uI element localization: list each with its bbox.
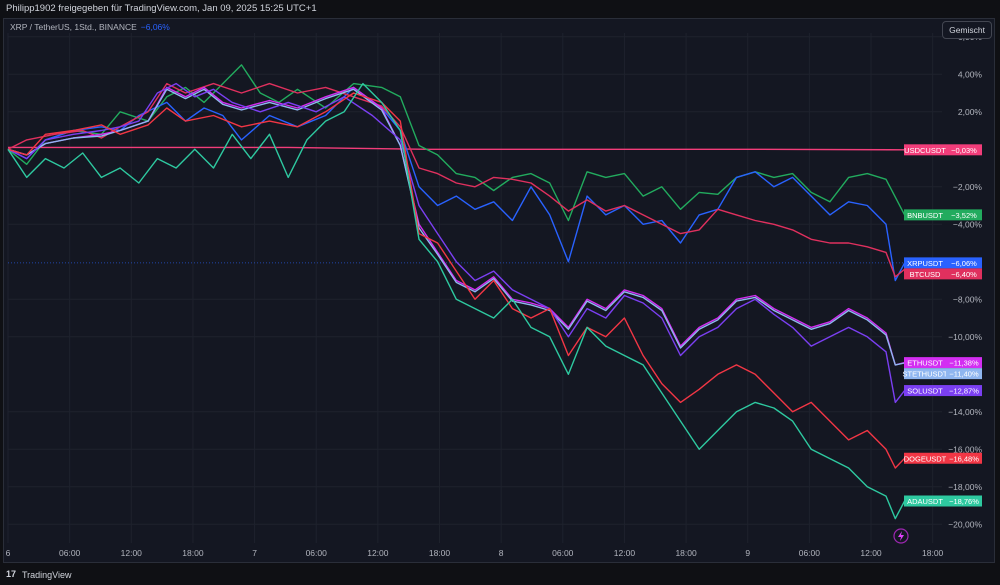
y-tick-label: −18,00% (948, 482, 982, 492)
series-name: ADAUSDT (907, 497, 943, 506)
chart-pane[interactable]: 6,00%4,00%2,00%−2,00%−4,00%−8,00%−10,00%… (3, 18, 995, 563)
series-label-bnbusdt: BNBUSDT −3,52% (904, 209, 982, 221)
share-header-text: Philipp1902 freigegeben für TradingView.… (6, 3, 317, 14)
x-tick-label: 12:00 (860, 548, 882, 558)
series-line-solusdt (7, 82, 906, 404)
x-tick-label: 18:00 (429, 548, 451, 558)
y-tick-label: −16,00% (948, 444, 982, 454)
series-labels: USDCUSDT −0,03% BNBUSDT −3,52% XRPUSDT −6,06%… (903, 144, 982, 507)
series-label-usdcusdt: USDCUSDT −0,03% (904, 144, 982, 156)
series-lines (7, 64, 906, 520)
series-value-box (946, 495, 982, 507)
x-tick-label: 7 (252, 548, 257, 558)
series-value: −11,38% (949, 359, 979, 368)
y-tick-label: −2,00% (953, 182, 983, 192)
series-value-box (946, 268, 982, 280)
x-tick-label: 18:00 (182, 548, 204, 558)
series-name-box (904, 452, 946, 464)
x-tick-label: 8 (499, 548, 504, 558)
series-line-dogeusdt (7, 92, 906, 469)
series-name-box (904, 268, 946, 280)
chart-canvas[interactable]: 6,00%4,00%2,00%−2,00%−4,00%−8,00%−10,00%… (4, 19, 994, 562)
x-tick-label: 18:00 (922, 548, 944, 558)
series-line-adausdt (7, 82, 906, 520)
y-tick-label: −14,00% (948, 407, 982, 417)
series-value: −3,52% (951, 211, 977, 220)
series-line-btcusd (7, 82, 906, 278)
series-name-box (904, 385, 946, 397)
brand-name: TradingView (22, 570, 72, 580)
symbol-title: XRP / TetherUS, 1Std., BINANCE (10, 22, 137, 32)
series-line-usdcusdt (8, 146, 905, 151)
series-name-box (904, 209, 946, 221)
series-name-box (904, 368, 946, 380)
tradingview-logo-icon: 17 (6, 569, 17, 579)
series-line-stethusdt (7, 88, 905, 366)
series-line-bnbusdt (7, 64, 906, 222)
x-tick-label: 18:00 (675, 548, 697, 558)
y-tick-label: 2,00% (958, 107, 983, 117)
series-name: XRPUSDT (907, 259, 943, 268)
series-value-box (946, 357, 982, 369)
x-tick-label: 9 (745, 548, 750, 558)
series-value-box (946, 144, 982, 156)
y-tick-label: −10,00% (948, 332, 982, 342)
series-name-box (904, 357, 946, 369)
series-value-box (946, 257, 982, 269)
x-tick-label: 6 (6, 548, 11, 558)
series-label-dogeusdt: DOGEUSDT −16,48% (904, 452, 982, 464)
series-label-xrpusdt: XRPUSDT −6,06% (904, 257, 982, 269)
series-name: BTCUSD (910, 270, 941, 279)
y-tick-label: −20,00% (948, 519, 982, 529)
series-name: SOLUSDT (907, 387, 943, 396)
share-header: Philipp1902 freigegeben für TradingView.… (0, 0, 1000, 16)
y-tick-label: 4,00% (958, 69, 983, 79)
series-value: −12,87% (949, 387, 979, 396)
series-name: BNBUSDT (907, 211, 943, 220)
x-tick-label: 12:00 (121, 548, 143, 558)
x-axis[interactable]: 6 06:00 12:00 18:00 7 06:00 12:00 18:00 8 06:00 12… (6, 548, 944, 558)
symbol-change: −6,06% (140, 22, 170, 32)
series-value: −6,06% (951, 259, 977, 268)
series-value: −18,76% (949, 497, 979, 506)
grid-lines (7, 33, 942, 543)
series-name: USDCUSDT (904, 146, 946, 155)
series-name: ETHUSDT (907, 359, 943, 368)
series-value: −16,48% (949, 454, 979, 463)
x-tick-label: 06:00 (799, 548, 821, 558)
series-name-box (904, 257, 946, 269)
series-name-box (904, 495, 946, 507)
flash-icon[interactable] (893, 528, 909, 544)
x-tick-label: 06:00 (552, 548, 574, 558)
x-tick-label: 12:00 (614, 548, 636, 558)
series-name: STETHUSDT (903, 370, 948, 379)
series-label-solusdt: SOLUSDT −12,87% (904, 385, 982, 397)
footer: 17 TradingView (0, 566, 1000, 585)
series-label-ethusdt: ETHUSDT −11,38% (904, 357, 982, 369)
scale-mode-button[interactable]: Gemischt (942, 21, 992, 39)
series-value: −11,40% (949, 370, 979, 379)
series-line-xrpusdt (7, 86, 906, 282)
x-tick-label: 06:00 (59, 548, 81, 558)
series-name: DOGEUSDT (904, 454, 947, 463)
y-tick-label: −4,00% (953, 219, 983, 229)
y-tick-label: −8,00% (953, 294, 983, 304)
series-label-stethusdt: STETHUSDT −11,40% (903, 368, 982, 380)
series-name-box (904, 144, 946, 156)
series-value-box (946, 385, 982, 397)
series-value-box (946, 452, 982, 464)
series-line-ethusdt (7, 86, 905, 366)
series-label-btcusd: BTCUSD −6,40% (904, 268, 982, 280)
series-value-box (946, 368, 982, 380)
x-tick-label: 06:00 (306, 548, 328, 558)
x-tick-label: 12:00 (367, 548, 389, 558)
series-label-adausdt: ADAUSDT −18,76% (904, 495, 982, 507)
series-value: −6,40% (951, 270, 977, 279)
series-value-box (946, 209, 982, 221)
symbol-legend[interactable]: XRP / TetherUS, 1Std., BINANCE −6,06% (10, 22, 170, 32)
series-value: −0,03% (951, 146, 977, 155)
